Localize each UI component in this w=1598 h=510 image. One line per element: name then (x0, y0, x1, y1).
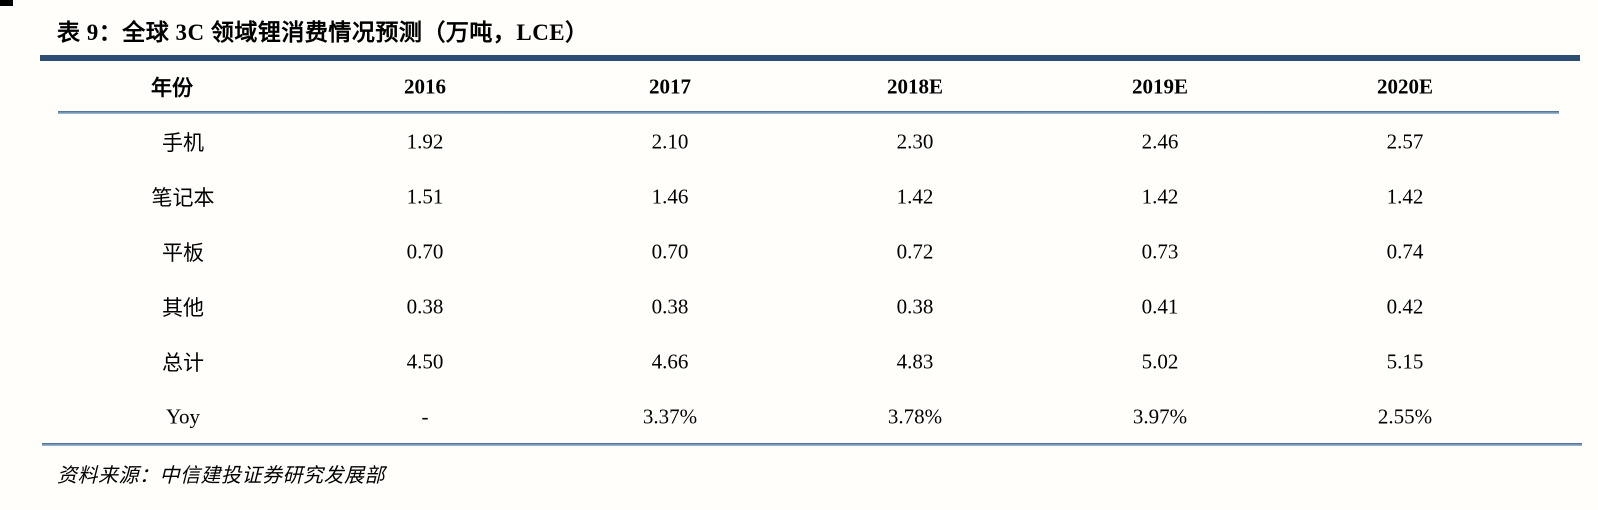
table-cell: 0.70 (406, 239, 444, 263)
table-cell: 0.38 (896, 294, 934, 318)
table-cell: 4.50 (406, 349, 444, 373)
table-row-tablet: 平板 0.70 0.70 0.72 0.73 0.74 (0, 224, 1598, 279)
table-row-yoy: Yoy - 3.37% 3.78% 3.97% 2.55% (0, 389, 1598, 444)
table-cell: 2.57 (1386, 129, 1424, 153)
table-cell: 0.41 (1141, 294, 1179, 318)
row-label: 其他 (162, 295, 204, 320)
table-cell: 4.83 (896, 349, 934, 373)
table-cell: 5.02 (1141, 349, 1179, 373)
table-cell: 1.42 (1141, 184, 1179, 208)
table-title: 表 9：全球 3C 领域锂消费情况预测（万吨，LCE） (57, 20, 589, 45)
table-row-laptop: 笔记本 1.51 1.46 1.42 1.42 1.42 (0, 169, 1598, 224)
table-cell: 2.10 (651, 129, 689, 153)
column-header-2020e: 2020E (1376, 74, 1434, 98)
row-label: 总计 (162, 350, 204, 375)
table-cell: 0.42 (1386, 294, 1424, 318)
source-note: 资料来源：中信建投证券研究发展部 (57, 465, 385, 487)
table-cell: 0.72 (896, 239, 934, 263)
row-label: 手机 (162, 130, 204, 155)
table-row-total: 总计 4.50 4.66 4.83 5.02 5.15 (0, 334, 1598, 389)
table-cell: 1.46 (651, 184, 689, 208)
table-bottom-rule (42, 443, 1582, 446)
table-cell: 0.74 (1386, 239, 1424, 263)
table-cell: 2.30 (896, 129, 934, 153)
table-cell: 0.73 (1141, 239, 1179, 263)
row-label: 笔记本 (151, 185, 215, 210)
column-header-2018e: 2018E (886, 74, 944, 98)
table-cell: 4.66 (651, 349, 689, 373)
table-cell: - (421, 404, 429, 428)
table-cell: 3.37% (642, 404, 698, 428)
table-cell: 1.51 (406, 184, 444, 208)
table-body: 手机 1.92 2.10 2.30 2.46 2.57 笔记本 1.51 1.4… (0, 114, 1598, 444)
title-divider-rule (40, 55, 1580, 61)
table-cell: 0.38 (406, 294, 444, 318)
column-header-2019e: 2019E (1131, 74, 1189, 98)
table-cell: 0.38 (651, 294, 689, 318)
row-label: 平板 (162, 240, 204, 265)
table-row-mobile: 手机 1.92 2.10 2.30 2.46 2.57 (0, 114, 1598, 169)
table-cell: 3.78% (887, 404, 943, 428)
table-cell: 1.92 (406, 129, 444, 153)
table-cell: 2.55% (1377, 404, 1433, 428)
column-header-category: 年份 (151, 75, 193, 100)
table-header-row: 年份 2016 2017 2018E 2019E 2020E (0, 61, 1598, 112)
header-divider-rule (58, 111, 1559, 114)
row-label: Yoy (165, 404, 201, 428)
table-cell: 2.46 (1141, 129, 1179, 153)
table-cell: 1.42 (1386, 184, 1424, 208)
table-cell: 5.15 (1386, 349, 1424, 373)
table-cell: 1.42 (896, 184, 934, 208)
scan-artifact (0, 0, 13, 6)
table-cell: 3.97% (1132, 404, 1188, 428)
table-row-other: 其他 0.38 0.38 0.38 0.41 0.42 (0, 279, 1598, 334)
column-header-2016: 2016 (404, 74, 446, 98)
table-cell: 0.70 (651, 239, 689, 263)
column-header-2017: 2017 (649, 74, 691, 98)
